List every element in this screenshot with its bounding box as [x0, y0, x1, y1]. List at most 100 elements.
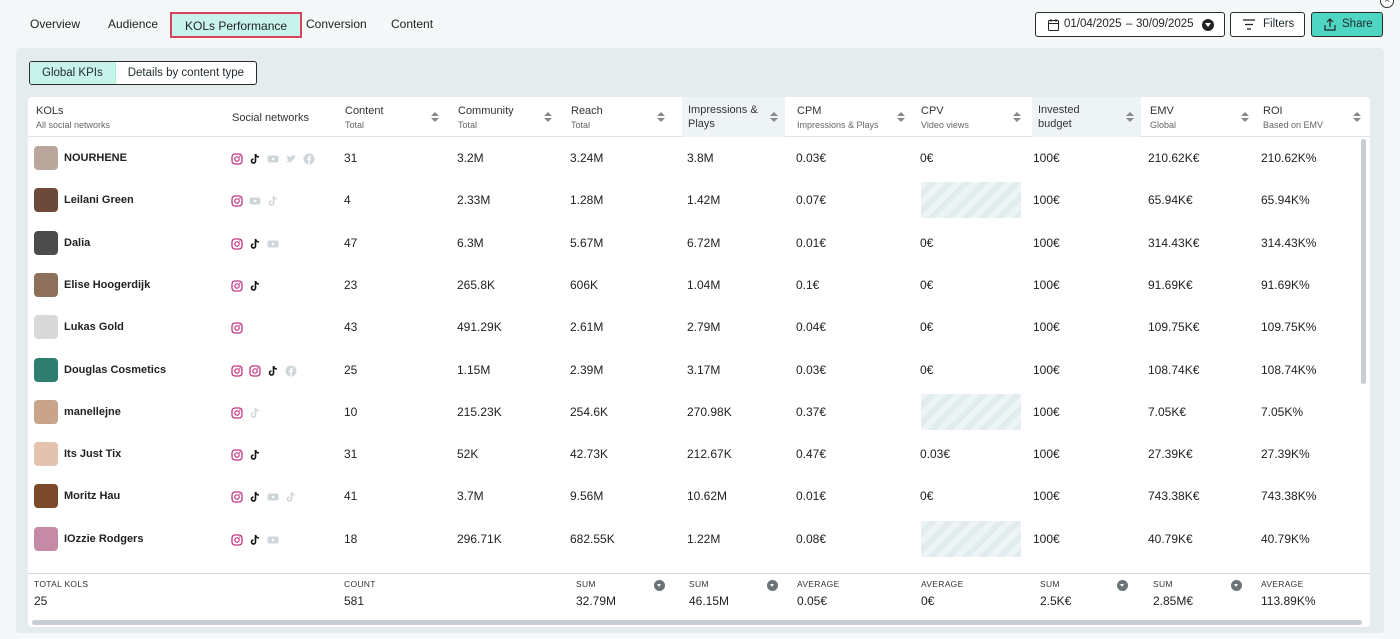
- table-row[interactable]: Its Just Tix 31 52K 42.73K 212.67K 0.47€ 0.03€…: [28, 433, 1358, 475]
- column-header-community[interactable]: Community Total: [452, 97, 558, 137]
- no-data-placeholder: [921, 182, 1021, 219]
- toggle-global-kpis[interactable]: Global KPIs: [30, 62, 116, 84]
- cell-budget: 100€: [1033, 320, 1060, 335]
- avatar: [34, 146, 58, 170]
- sort-icon[interactable]: [770, 112, 778, 123]
- cell-budget: 100€: [1033, 447, 1060, 462]
- kol-name[interactable]: Lukas Gold: [64, 321, 124, 334]
- kol-name[interactable]: Moritz Hau: [64, 490, 121, 503]
- instagram-icon: [231, 152, 243, 165]
- facebook-icon: [285, 364, 297, 376]
- youtube-icon: [267, 237, 279, 249]
- cell-cpv: 0.03€: [920, 447, 951, 462]
- horizontal-scrollbar[interactable]: [32, 620, 1362, 625]
- social-networks: [231, 194, 279, 207]
- table-row[interactable]: Lukas Gold 43 491.29K 2.61M 2.79M 0.04€ 0€ 100€…: [28, 306, 1358, 348]
- column-header-impressions[interactable]: Impressions & Plays: [682, 97, 785, 137]
- avatar: [34, 188, 58, 213]
- kol-name[interactable]: Douglas Cosmetics: [64, 363, 167, 376]
- table-row[interactable]: NOURHENE 31 3.2M 3.24M 3.8M 0.03€ 0€ 100€ 210.62…: [28, 137, 1358, 179]
- cell-emv: 109.75K€: [1148, 320, 1200, 335]
- cell-emv: 314.43K€: [1148, 235, 1200, 250]
- cell-cpv: 0€: [920, 362, 934, 377]
- sort-icon[interactable]: [431, 112, 439, 123]
- share-button[interactable]: Share: [1311, 12, 1383, 37]
- aggregate-dropdown-icon[interactable]: [1231, 580, 1242, 591]
- aggregate-dropdown-icon[interactable]: [767, 580, 778, 591]
- table-row[interactable]: IOzzie Rodgers 18 296.71K 682.55K 1.22M 0.08€…: [28, 518, 1358, 560]
- table-row[interactable]: manellejne 10 215.23K 254.6K 270.98K 0.37€ 100…: [28, 391, 1358, 433]
- cell-cpm: 0.07€: [796, 193, 827, 208]
- tab-audience[interactable]: Audience: [108, 17, 159, 31]
- column-header-roi[interactable]: ROI Based on EMV: [1257, 97, 1367, 137]
- footer-reach-sum: SUM 32.79M: [576, 579, 617, 608]
- column-header-emv[interactable]: EMV Global: [1144, 97, 1255, 137]
- column-header-invested-budget[interactable]: Invested budget: [1032, 97, 1141, 137]
- cell-content: 31: [344, 447, 358, 462]
- instagram-icon: [231, 406, 243, 419]
- avatar: [34, 357, 58, 382]
- cell-emv: 743.38K€: [1148, 489, 1200, 504]
- no-data-placeholder: [921, 520, 1021, 557]
- table-row[interactable]: Leilani Green 4 2.33M 1.28M 1.42M 0.07€ 100€ 65…: [28, 179, 1358, 221]
- sort-icon[interactable]: [897, 112, 905, 123]
- cell-impressions: 270.98K: [687, 404, 732, 419]
- tab-overview[interactable]: Overview: [30, 17, 81, 31]
- sort-icon[interactable]: [1126, 112, 1134, 123]
- sort-icon[interactable]: [544, 112, 552, 123]
- avatar: [34, 272, 58, 297]
- cell-community: 52K: [457, 447, 479, 462]
- cell-reach: 3.24M: [570, 151, 604, 165]
- cell-budget: 100€: [1033, 151, 1060, 165]
- calendar-icon: [1048, 19, 1059, 31]
- table-row[interactable]: Dalia 47 6.3M 5.67M 6.72M 0.01€ 0€ 100€ 314.43K€…: [28, 222, 1358, 264]
- tiktok-icon: [249, 279, 261, 291]
- column-header-cpm[interactable]: CPM Impressions & Plays: [791, 97, 909, 137]
- sort-icon[interactable]: [657, 112, 665, 123]
- social-networks: [231, 152, 315, 165]
- filters-button[interactable]: Filters: [1230, 12, 1305, 37]
- instagram-icon: [231, 321, 243, 334]
- kol-name[interactable]: NOURHENE: [64, 152, 127, 164]
- social-networks: [231, 279, 261, 292]
- cell-roi: 743.38K%: [1261, 489, 1317, 504]
- column-header-content[interactable]: Content Total: [339, 97, 445, 137]
- table-row[interactable]: Douglas Cosmetics 25 1.15M 2.39M 3.17M 0.03€ 0…: [28, 349, 1358, 391]
- sort-icon[interactable]: [1241, 112, 1249, 123]
- toggle-details-by-content-type[interactable]: Details by content type: [127, 67, 245, 79]
- aggregate-dropdown-icon[interactable]: [1117, 580, 1128, 591]
- kol-name[interactable]: Leilani Green: [64, 194, 134, 207]
- cell-cpv: 0€: [920, 277, 934, 292]
- kol-name[interactable]: IOzzie Rodgers: [64, 532, 144, 545]
- tab-content[interactable]: Content: [391, 17, 434, 31]
- cell-reach: 254.6K: [570, 404, 609, 419]
- vertical-scrollbar[interactable]: [1361, 139, 1366, 384]
- tab-kols-performance[interactable]: KOLs Performance: [170, 12, 303, 38]
- kol-name[interactable]: Its Just Tix: [64, 448, 122, 461]
- cell-roi: 91.69K%: [1261, 277, 1310, 292]
- kol-name[interactable]: Elise Hoogerdijk: [64, 278, 151, 291]
- date-range-picker[interactable]: 01/04/2025 – 30/09/2025: [1035, 12, 1225, 37]
- column-header-cpv[interactable]: CPV Video views: [915, 97, 1025, 137]
- table-body: NOURHENE 31 3.2M 3.24M 3.8M 0.03€ 0€ 100€ 210.62…: [28, 137, 1358, 573]
- cell-impressions: 6.72M: [687, 235, 721, 250]
- close-icon[interactable]: ×: [1380, 0, 1394, 8]
- cell-cpm: 0.1€: [796, 277, 820, 292]
- no-data-placeholder: [921, 393, 1021, 430]
- sort-icon[interactable]: [1353, 112, 1361, 123]
- sort-icon[interactable]: [1013, 112, 1021, 123]
- social-networks: [231, 364, 297, 377]
- tab-conversion[interactable]: Conversion: [306, 17, 367, 31]
- cell-community: 3.2M: [457, 151, 484, 165]
- cell-impressions: 1.04M: [687, 277, 721, 292]
- cell-roi: 40.79K%: [1261, 531, 1310, 546]
- column-header-reach[interactable]: Reach Total: [565, 97, 671, 137]
- kol-name[interactable]: manellejne: [64, 405, 121, 418]
- table-row[interactable]: Elise Hoogerdijk 23 265.8K 606K 1.04M 0.1€ 0€ 1…: [28, 264, 1358, 306]
- kol-name[interactable]: Dalia: [64, 236, 91, 249]
- column-header-kols[interactable]: KOLs All social networks: [36, 105, 111, 130]
- table-row[interactable]: Moritz Hau 41 3.7M 9.56M 10.62M 0.01€ 0€ 100€ 74…: [28, 475, 1358, 517]
- cell-impressions: 212.67K: [687, 447, 732, 462]
- cell-reach: 682.55K: [570, 531, 615, 546]
- aggregate-dropdown-icon[interactable]: [654, 580, 665, 591]
